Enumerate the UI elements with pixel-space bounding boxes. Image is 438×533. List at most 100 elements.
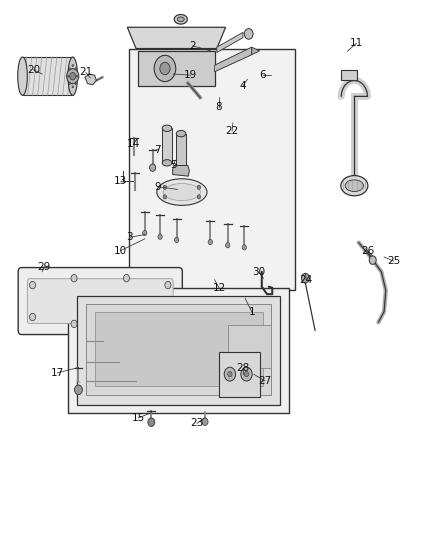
Text: 3: 3 (126, 232, 133, 243)
Ellipse shape (176, 131, 186, 137)
Circle shape (124, 320, 130, 328)
Circle shape (69, 83, 71, 85)
Circle shape (148, 418, 155, 426)
Text: 30: 30 (252, 267, 265, 277)
FancyBboxPatch shape (18, 268, 182, 335)
Circle shape (369, 256, 376, 264)
Ellipse shape (68, 57, 78, 95)
Polygon shape (22, 57, 73, 95)
Circle shape (154, 55, 176, 82)
Polygon shape (228, 325, 272, 368)
Ellipse shape (163, 183, 201, 200)
Circle shape (72, 86, 74, 88)
Text: 24: 24 (300, 275, 313, 285)
Polygon shape (77, 296, 280, 405)
Polygon shape (68, 288, 289, 413)
Ellipse shape (345, 180, 364, 191)
Text: 4: 4 (240, 81, 246, 91)
Text: 21: 21 (79, 68, 92, 77)
Ellipse shape (341, 175, 368, 196)
Text: 6: 6 (259, 70, 266, 80)
Bar (219, 352, 261, 397)
Circle shape (241, 367, 252, 381)
Circle shape (29, 281, 35, 289)
Circle shape (143, 230, 147, 236)
Circle shape (29, 313, 35, 321)
Text: 28: 28 (237, 362, 250, 373)
Circle shape (163, 195, 166, 199)
Text: 2: 2 (190, 41, 196, 51)
Polygon shape (85, 74, 96, 85)
Text: 19: 19 (184, 70, 197, 80)
Ellipse shape (162, 160, 172, 166)
Circle shape (226, 243, 230, 248)
Polygon shape (252, 47, 260, 55)
Circle shape (69, 68, 71, 70)
Circle shape (71, 320, 77, 328)
Circle shape (165, 281, 171, 289)
Text: 13: 13 (114, 176, 127, 187)
Text: 7: 7 (155, 144, 161, 155)
Text: 14: 14 (127, 139, 141, 149)
Text: 10: 10 (114, 246, 127, 255)
Text: 8: 8 (215, 102, 223, 112)
Circle shape (71, 274, 77, 282)
Polygon shape (130, 49, 295, 290)
Circle shape (224, 367, 236, 381)
Ellipse shape (157, 179, 207, 205)
Circle shape (163, 185, 166, 189)
Text: 29: 29 (38, 262, 51, 271)
Polygon shape (95, 312, 263, 386)
Polygon shape (127, 27, 226, 49)
Polygon shape (138, 51, 215, 86)
Ellipse shape (18, 57, 27, 95)
Ellipse shape (174, 14, 187, 24)
Circle shape (197, 195, 201, 199)
Circle shape (165, 313, 171, 321)
Ellipse shape (177, 17, 184, 22)
Circle shape (74, 385, 82, 394)
Text: 22: 22 (226, 126, 239, 136)
Circle shape (124, 274, 130, 282)
Circle shape (242, 245, 247, 250)
Text: 25: 25 (387, 256, 400, 266)
Circle shape (75, 68, 77, 70)
Polygon shape (176, 134, 186, 165)
Polygon shape (341, 70, 357, 80)
Circle shape (70, 72, 76, 80)
FancyBboxPatch shape (27, 279, 173, 324)
Circle shape (72, 64, 74, 67)
Circle shape (67, 75, 69, 77)
Polygon shape (86, 304, 272, 395)
Text: 20: 20 (27, 65, 40, 75)
Circle shape (228, 372, 232, 377)
Text: 9: 9 (155, 182, 161, 192)
Polygon shape (162, 128, 172, 163)
Circle shape (197, 185, 201, 189)
Circle shape (202, 418, 208, 425)
Text: 26: 26 (361, 246, 374, 255)
Circle shape (160, 62, 170, 75)
Circle shape (75, 83, 77, 85)
Circle shape (244, 29, 253, 39)
Text: 1: 1 (248, 306, 255, 317)
Circle shape (67, 69, 79, 84)
Text: 5: 5 (170, 160, 177, 171)
Text: 11: 11 (350, 38, 363, 48)
Circle shape (174, 237, 179, 243)
Circle shape (244, 372, 249, 377)
Circle shape (208, 239, 212, 245)
Text: 27: 27 (258, 376, 272, 386)
Text: 12: 12 (212, 283, 226, 293)
Polygon shape (217, 33, 243, 53)
Polygon shape (173, 165, 189, 176)
Circle shape (301, 273, 309, 283)
Text: 15: 15 (131, 413, 145, 423)
Ellipse shape (162, 125, 172, 132)
Circle shape (76, 75, 78, 77)
Text: 23: 23 (191, 418, 204, 429)
Polygon shape (215, 47, 252, 71)
Circle shape (150, 164, 155, 171)
Text: 17: 17 (51, 368, 64, 378)
Circle shape (158, 234, 162, 239)
